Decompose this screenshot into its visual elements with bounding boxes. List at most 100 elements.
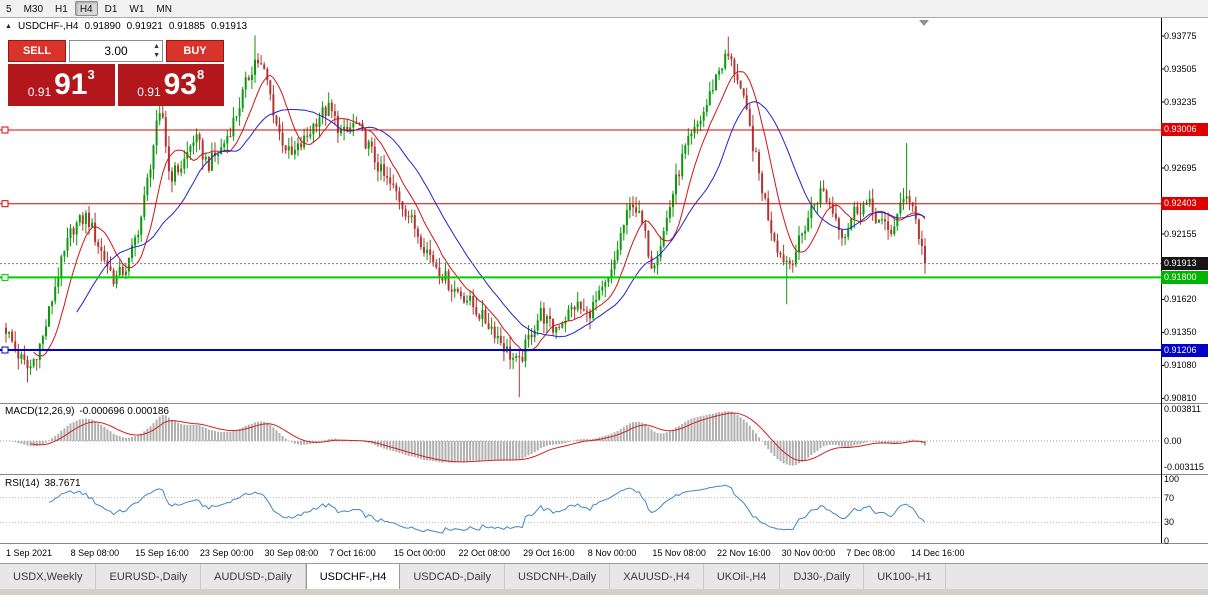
candle [727,36,730,61]
timeframe-button-h1[interactable]: H1 [55,4,68,15]
candle [690,129,693,145]
candle [791,259,794,273]
candle [269,79,272,101]
line-handle[interactable] [1,200,9,208]
chart-tab-usdchf[interactable]: USDCHF-,H4 [305,564,401,589]
candle [23,345,26,365]
sell-price-display[interactable]: 0.91 91 3 [8,64,115,106]
timeframe-button-h4[interactable]: H4 [74,1,98,16]
candle [715,73,717,91]
lot-decrease-button[interactable]: ▼ [153,52,160,59]
candle [380,156,382,181]
candle [481,299,484,327]
candle [250,66,253,89]
candle [29,359,32,375]
candle [238,97,241,126]
chart-tab-eurusd[interactable]: EURUSD-,Daily [96,564,202,589]
candle [453,280,456,298]
candle [426,242,429,261]
candle [576,292,579,313]
candle [794,244,797,268]
buy-button[interactable]: BUY [166,40,224,62]
candle [330,99,333,119]
chart-tab-usdcad[interactable]: USDCAD-,Daily [400,564,505,589]
lot-spinner: ▲ ▼ [153,42,160,60]
sell-price-big-digits: 91 [54,68,88,101]
candle [158,104,161,126]
candle [628,197,631,219]
candle [364,127,367,150]
candle [570,302,573,318]
timeframe-button-w1[interactable]: W1 [129,4,145,15]
candle [309,125,312,140]
candle [549,307,551,328]
candle [407,210,410,224]
candle [278,117,281,141]
candle [370,137,373,154]
chart-tab-ukoil[interactable]: UKOil-,H4 [704,564,781,589]
chart-tab-bar: USDX,Weekly EURUSD-,Daily AUDUSD-,Daily USD… [0,563,1208,589]
time-axis: 1 Sep 2021 8 Sep 08:00 15 Sep 16:00 23 Sep … [0,546,1161,561]
candle [20,351,23,365]
line-handle[interactable] [1,126,9,134]
chart-tab-usdcnh[interactable]: USDCNH-,Daily [505,564,611,589]
candle [804,225,807,241]
candle [610,259,613,284]
time-label: 7 Oct 16:00 [329,548,376,558]
candle [635,196,638,217]
candle [100,237,103,262]
candle [509,336,512,370]
candle [459,286,462,300]
timeframe-button-5[interactable]: 5 [6,4,12,15]
chart-shift-marker-icon[interactable] [919,20,929,26]
candle [386,166,389,185]
chart-tab-audusd[interactable]: AUDUSD-,Daily [201,564,306,589]
lot-size-value[interactable]: 3.00 [104,44,128,58]
candle [373,138,376,170]
candle [183,150,186,174]
candle [681,144,684,180]
lot-size-control[interactable]: 3.00 ▲ ▼ [69,40,163,62]
candle [174,162,176,186]
timeframe-button-m30[interactable]: M30 [23,4,44,15]
chart-tab-xauusd[interactable]: XAUUSD-,H4 [610,564,704,589]
candle [693,119,696,139]
time-label: 30 Nov 00:00 [781,548,836,558]
candle [131,238,133,263]
candle [284,145,287,154]
line-handle[interactable] [1,346,9,354]
candle [410,209,413,224]
candle [137,230,140,244]
candle [463,292,465,304]
line-handle[interactable] [1,273,9,281]
timeframe-button-d1[interactable]: D1 [104,4,118,15]
candle [155,109,158,155]
buy-price-display[interactable]: 0.91 93 8 [117,64,224,106]
candle [195,128,198,153]
candle [604,279,607,298]
candle [103,245,106,263]
chart-tab-dj30[interactable]: DJ30-,Daily [780,564,865,589]
candle [801,232,804,244]
candle [748,103,751,127]
chart-tab-uk100[interactable]: UK100-,H1 [864,564,946,589]
candle [718,67,721,80]
candle [613,251,616,276]
timeframe-button-mn[interactable]: MN [156,4,172,15]
lot-increase-button[interactable]: ▲ [153,43,160,50]
candle [413,209,416,238]
candle [779,251,782,259]
candle [26,355,29,383]
chart-canvas[interactable] [0,0,1208,563]
candle [696,120,699,134]
candle [45,319,47,340]
candle [884,211,886,231]
candle [896,213,899,231]
one-click-toggle-icon[interactable]: ▲ [5,23,12,30]
candle [140,215,143,243]
candle [739,80,742,90]
candle [607,276,610,287]
sell-button[interactable]: SELL [8,40,66,62]
chart-tab-usdx[interactable]: USDX,Weekly [0,564,97,589]
